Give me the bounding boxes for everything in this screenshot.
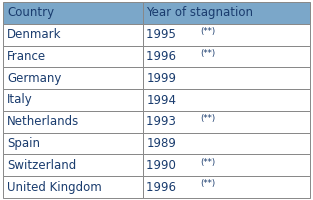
Text: 1993: 1993: [146, 115, 180, 128]
Text: France: France: [7, 50, 46, 63]
Text: (**): (**): [200, 179, 215, 188]
Text: 1996: 1996: [146, 181, 180, 194]
Text: Switzerland: Switzerland: [7, 159, 76, 172]
Bar: [3, 46, 143, 67]
Bar: [143, 133, 310, 154]
Bar: [143, 111, 310, 133]
Bar: [3, 154, 143, 176]
Text: 1995: 1995: [146, 28, 180, 41]
Bar: [143, 176, 310, 198]
Bar: [3, 133, 143, 154]
Text: Denmark: Denmark: [7, 28, 61, 41]
Text: United Kingdom: United Kingdom: [7, 181, 102, 194]
Text: 1990: 1990: [146, 159, 180, 172]
Bar: [3, 24, 143, 46]
Text: Netherlands: Netherlands: [7, 115, 79, 128]
Text: Spain: Spain: [7, 137, 40, 150]
Text: 1994: 1994: [146, 94, 177, 106]
Text: (**): (**): [200, 158, 215, 167]
Text: 1999: 1999: [146, 72, 177, 85]
Text: Country: Country: [7, 6, 54, 19]
Bar: [143, 89, 310, 111]
Bar: [143, 67, 310, 89]
Text: Germany: Germany: [7, 72, 61, 85]
Bar: [143, 154, 310, 176]
Text: (**): (**): [200, 27, 215, 36]
Text: 1989: 1989: [146, 137, 176, 150]
Bar: [143, 2, 310, 24]
Bar: [3, 176, 143, 198]
Text: (**): (**): [200, 114, 215, 123]
Bar: [3, 2, 143, 24]
Bar: [3, 89, 143, 111]
Bar: [143, 46, 310, 67]
Bar: [143, 24, 310, 46]
Text: 1996: 1996: [146, 50, 180, 63]
Bar: [3, 67, 143, 89]
Bar: [3, 111, 143, 133]
Text: (**): (**): [200, 49, 215, 58]
Text: Year of stagnation: Year of stagnation: [146, 6, 254, 19]
Text: Italy: Italy: [7, 94, 33, 106]
